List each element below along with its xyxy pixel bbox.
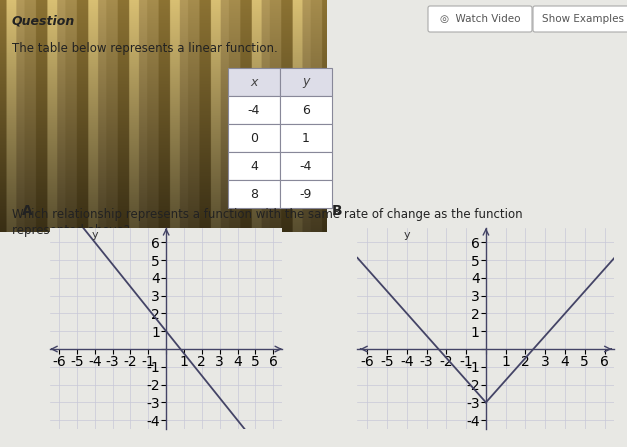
Text: A: A — [23, 204, 33, 218]
Bar — [280, 68, 332, 96]
Text: 6: 6 — [302, 104, 310, 117]
Bar — [280, 124, 332, 152]
Text: 0: 0 — [250, 131, 258, 144]
Text: x: x — [250, 76, 258, 89]
Text: 8: 8 — [250, 187, 258, 201]
Bar — [228, 96, 280, 124]
FancyBboxPatch shape — [533, 6, 627, 32]
Bar — [280, 96, 332, 124]
Text: Question: Question — [12, 14, 75, 27]
Text: The table below rep​res​ents a linear f​unction.: The table below rep​res​ents a linear f​… — [12, 42, 278, 55]
Text: y: y — [404, 230, 410, 240]
Text: Show Examples: Show Examples — [542, 14, 623, 24]
Text: -4: -4 — [248, 104, 260, 117]
Text: 4: 4 — [250, 160, 258, 173]
Bar — [228, 152, 280, 180]
Text: -9: -9 — [300, 187, 312, 201]
Text: B: B — [332, 204, 342, 218]
Text: Which relationship represents a function with the same rate of change as the fun: Which relationship represents a function… — [12, 208, 523, 221]
Bar — [228, 180, 280, 208]
Text: represented above?: represented above? — [12, 224, 130, 237]
Text: 1: 1 — [302, 131, 310, 144]
Bar — [228, 124, 280, 152]
Text: ◎  Watch Video: ◎ Watch Video — [440, 14, 520, 24]
FancyBboxPatch shape — [428, 6, 532, 32]
Text: y: y — [92, 230, 98, 240]
Text: y: y — [302, 76, 310, 89]
Bar — [280, 152, 332, 180]
Bar — [228, 68, 280, 96]
Text: -4: -4 — [300, 160, 312, 173]
Bar — [280, 180, 332, 208]
